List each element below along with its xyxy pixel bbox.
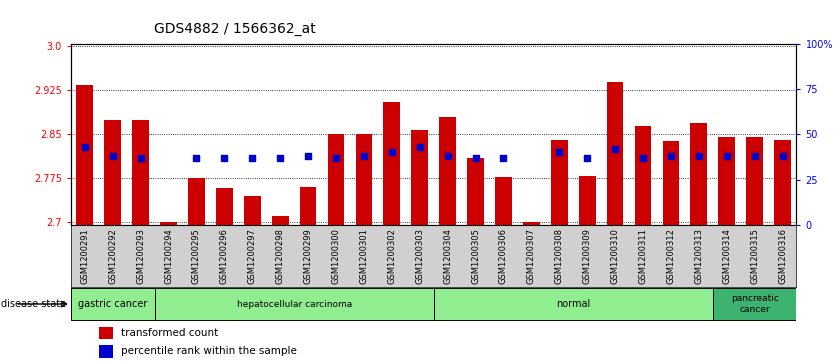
Text: GSM1200301: GSM1200301	[359, 228, 369, 284]
Bar	[98, 345, 113, 358]
Point	[608, 146, 621, 152]
Point	[469, 155, 482, 161]
Text: GSM1200313: GSM1200313	[694, 228, 703, 284]
Bar	[98, 327, 113, 339]
Text: GSM1200305: GSM1200305	[471, 228, 480, 284]
Bar	[355, 134, 372, 225]
Bar	[133, 120, 149, 225]
Point	[245, 155, 259, 161]
Text: GSM1200294: GSM1200294	[164, 228, 173, 284]
Text: GSM1200297: GSM1200297	[248, 228, 257, 284]
Text: GSM1200311: GSM1200311	[639, 228, 647, 284]
Text: GSM1200293: GSM1200293	[136, 228, 145, 284]
Bar	[691, 123, 707, 225]
Bar	[579, 176, 595, 225]
Bar	[216, 188, 233, 225]
Point	[218, 155, 231, 161]
FancyBboxPatch shape	[434, 289, 713, 319]
Text: GSM1200298: GSM1200298	[276, 228, 284, 284]
Bar	[495, 177, 512, 225]
Text: GSM1200303: GSM1200303	[415, 228, 425, 284]
Bar	[272, 216, 289, 225]
Bar	[606, 82, 624, 225]
Point	[301, 153, 314, 159]
Bar	[662, 141, 679, 225]
Text: GSM1200299: GSM1200299	[304, 228, 313, 284]
Bar	[467, 158, 484, 225]
Bar	[774, 140, 791, 225]
Point	[385, 150, 399, 155]
Bar	[523, 222, 540, 225]
Point	[776, 153, 789, 159]
Text: GSM1200302: GSM1200302	[387, 228, 396, 284]
Point	[106, 153, 119, 159]
Bar	[244, 196, 261, 225]
Bar	[299, 187, 316, 225]
Text: normal: normal	[556, 299, 590, 309]
Text: GSM1200316: GSM1200316	[778, 228, 787, 284]
Bar	[384, 102, 400, 225]
Point	[78, 144, 92, 150]
Text: GSM1200292: GSM1200292	[108, 228, 118, 284]
Text: GSM1200306: GSM1200306	[499, 228, 508, 284]
Text: GSM1200304: GSM1200304	[443, 228, 452, 284]
Text: GSM1200310: GSM1200310	[610, 228, 620, 284]
Text: GSM1200315: GSM1200315	[750, 228, 759, 284]
Text: gastric cancer: gastric cancer	[78, 299, 148, 309]
Point	[190, 155, 203, 161]
Text: pancreatic
cancer: pancreatic cancer	[731, 294, 779, 314]
Bar	[328, 134, 344, 225]
FancyBboxPatch shape	[154, 289, 434, 319]
Text: GDS4882 / 1566362_at: GDS4882 / 1566362_at	[154, 22, 316, 36]
Point	[720, 153, 733, 159]
Text: disease state: disease state	[1, 299, 66, 309]
FancyBboxPatch shape	[713, 289, 796, 319]
FancyBboxPatch shape	[71, 289, 154, 319]
Text: GSM1200295: GSM1200295	[192, 228, 201, 284]
Bar	[746, 137, 763, 225]
Bar	[551, 140, 568, 225]
Bar	[411, 130, 428, 225]
Point	[413, 144, 426, 150]
Point	[664, 153, 677, 159]
Text: GSM1200314: GSM1200314	[722, 228, 731, 284]
Text: GSM1200308: GSM1200308	[555, 228, 564, 284]
Point	[497, 155, 510, 161]
Bar	[718, 137, 735, 225]
Text: GSM1200291: GSM1200291	[80, 228, 89, 284]
Point	[134, 155, 148, 161]
Bar	[635, 126, 651, 225]
Bar	[104, 120, 121, 225]
Text: GSM1200300: GSM1200300	[331, 228, 340, 284]
Bar	[440, 117, 456, 225]
Text: GSM1200296: GSM1200296	[220, 228, 229, 284]
Bar	[77, 85, 93, 225]
Text: GSM1200309: GSM1200309	[583, 228, 591, 284]
Text: percentile rank within the sample: percentile rank within the sample	[121, 346, 297, 356]
Text: transformed count: transformed count	[121, 328, 219, 338]
Bar	[188, 178, 205, 225]
Point	[441, 153, 455, 159]
Text: hepatocellular carcinoma: hepatocellular carcinoma	[237, 299, 352, 309]
Point	[748, 153, 761, 159]
Text: GSM1200307: GSM1200307	[527, 228, 536, 284]
Point	[692, 153, 706, 159]
Point	[329, 155, 343, 161]
Point	[553, 150, 566, 155]
Point	[357, 153, 370, 159]
Point	[580, 155, 594, 161]
Bar	[160, 222, 177, 225]
Point	[636, 155, 650, 161]
Text: GSM1200312: GSM1200312	[666, 228, 676, 284]
Point	[274, 155, 287, 161]
